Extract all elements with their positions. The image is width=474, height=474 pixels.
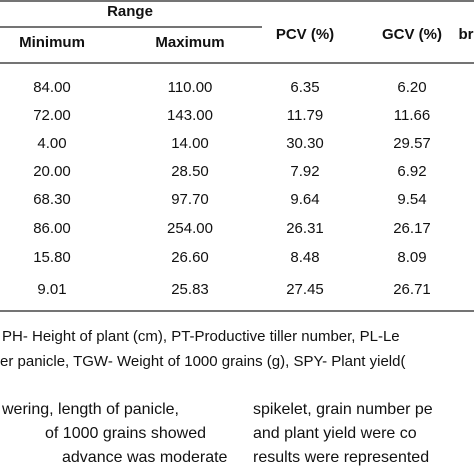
cell: 25.83: [171, 281, 209, 298]
header-group: Range: [107, 3, 153, 20]
cell: 9.54: [397, 191, 426, 208]
footnote: er panicle, TGW- Weight of 1000 grains (…: [0, 353, 405, 370]
cell: 6.20: [397, 79, 426, 96]
body-text: spikelet, grain number pe: [253, 401, 433, 418]
body-text: advance was moderate: [62, 449, 228, 466]
cell: 4.00: [37, 135, 66, 152]
cell: 11.66: [394, 107, 430, 124]
cell: 7.92: [290, 163, 319, 180]
cell: 30.30: [286, 135, 324, 152]
cell: 8.48: [290, 249, 319, 266]
cell: 26.17: [393, 220, 431, 237]
cell: 26.31: [286, 220, 324, 237]
cell: 110.00: [168, 79, 213, 96]
cell: 15.80: [33, 249, 71, 266]
footnote: PH- Height of plant (cm), PT-Productive …: [2, 328, 400, 345]
cell: 84.00: [33, 79, 71, 96]
cell: 72.00: [33, 107, 71, 124]
cell: 20.00: [33, 163, 71, 180]
cell: 26.60: [171, 249, 209, 266]
cell: 86.00: [33, 220, 71, 237]
column-header: br: [459, 26, 474, 43]
cell: 254.00: [167, 220, 213, 237]
body-text: and plant yield were co: [253, 425, 417, 442]
cell: 6.35: [290, 79, 319, 96]
column-header: PCV (%): [276, 26, 334, 43]
cell: 9.64: [290, 191, 319, 208]
cell: 97.70: [171, 191, 209, 208]
cell: 11.79: [287, 107, 323, 124]
cell: 68.30: [33, 191, 71, 208]
cell: 28.50: [171, 163, 209, 180]
body-text: of 1000 grains showed: [45, 425, 206, 442]
cell: 27.45: [286, 281, 324, 298]
cell: 143.00: [167, 107, 213, 124]
cell: 26.71: [393, 281, 431, 298]
column-header: Minimum: [19, 34, 85, 51]
cell: 14.00: [171, 135, 209, 152]
column-header: GCV (%): [382, 26, 442, 43]
cell: 29.57: [393, 135, 431, 152]
cell: 9.01: [37, 281, 66, 298]
cell: 6.92: [397, 163, 426, 180]
body-text: results were represented: [253, 449, 429, 466]
cell: 8.09: [397, 249, 426, 266]
column-header: Maximum: [155, 34, 224, 51]
body-text: wering, length of panicle,: [1, 401, 179, 418]
